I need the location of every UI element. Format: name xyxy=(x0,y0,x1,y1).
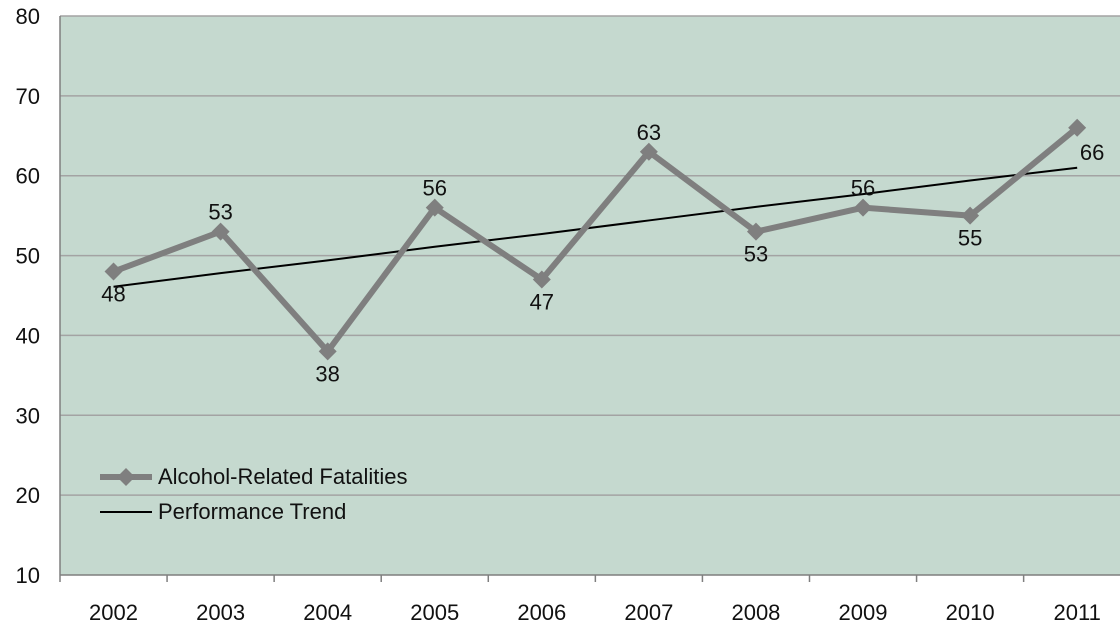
x-tick-label-2003: 2003 xyxy=(196,600,245,625)
legend-label-fatalities: Alcohol-Related Fatalities xyxy=(158,464,407,489)
data-label-2004: 38 xyxy=(315,361,339,386)
data-label-2008: 53 xyxy=(744,242,768,267)
series-line-alcohol-related-fatalities xyxy=(112,125,1080,357)
y-tick-label-50: 50 xyxy=(16,244,40,269)
legend-label-trend: Performance Trend xyxy=(158,499,346,524)
y-tick-label-30: 30 xyxy=(16,403,40,428)
series-line-performance-trend xyxy=(113,166,1078,288)
data-point-2009 xyxy=(854,198,873,217)
y-tick-label-20: 20 xyxy=(16,483,40,508)
series-layer xyxy=(104,118,1087,361)
x-tick-label-2005: 2005 xyxy=(410,600,459,625)
data-point-2008 xyxy=(746,222,765,241)
x-tick-label-2009: 2009 xyxy=(839,600,888,625)
axes xyxy=(59,16,1120,582)
data-label-2005: 56 xyxy=(423,176,447,201)
x-tick-label-2007: 2007 xyxy=(624,600,673,625)
data-label-2006: 47 xyxy=(530,290,554,315)
x-tick-labels: 2002 2003 2004 2005 2006 2007 2008 2009 2010 2011 xyxy=(89,600,1101,625)
data-labels: 48 53 38 56 47 63 53 56 55 66 xyxy=(101,120,1104,387)
data-point-2010 xyxy=(961,206,980,225)
data-point-2006 xyxy=(532,270,551,289)
y-tick-label-60: 60 xyxy=(16,164,40,189)
data-point-2007 xyxy=(639,142,658,161)
y-tick-label-10: 10 xyxy=(16,563,40,588)
data-point-2005 xyxy=(425,198,444,217)
x-tick-label-2006: 2006 xyxy=(517,600,566,625)
data-point-2002 xyxy=(104,262,123,281)
data-point-2003 xyxy=(211,222,230,241)
data-label-2003: 53 xyxy=(208,200,232,225)
x-tick-label-2011: 2011 xyxy=(1054,600,1101,625)
y-tick-label-70: 70 xyxy=(16,84,40,109)
y-tick-label-80: 80 xyxy=(16,4,40,29)
y-tick-labels: 10 20 30 40 50 60 70 80 xyxy=(16,4,40,588)
x-tick-label-2008: 2008 xyxy=(731,600,780,625)
legend: Alcohol-Related Fatalities Performance T… xyxy=(100,464,407,524)
data-label-2002: 48 xyxy=(101,282,125,307)
data-point-2004 xyxy=(318,342,337,361)
data-label-2009: 56 xyxy=(851,176,875,201)
data-label-2011: 66 xyxy=(1080,140,1104,165)
data-point-2011 xyxy=(1068,118,1087,137)
x-tick-label-2002: 2002 xyxy=(89,600,138,625)
data-label-2010: 55 xyxy=(958,226,982,251)
gridlines xyxy=(60,15,1120,496)
data-label-2007: 63 xyxy=(637,120,661,145)
y-tick-label-40: 40 xyxy=(16,323,40,348)
x-tick-label-2004: 2004 xyxy=(303,600,352,625)
plot-area xyxy=(60,16,1120,575)
x-tick-label-2010: 2010 xyxy=(946,600,995,625)
legend-marker-fatalities xyxy=(117,468,135,486)
